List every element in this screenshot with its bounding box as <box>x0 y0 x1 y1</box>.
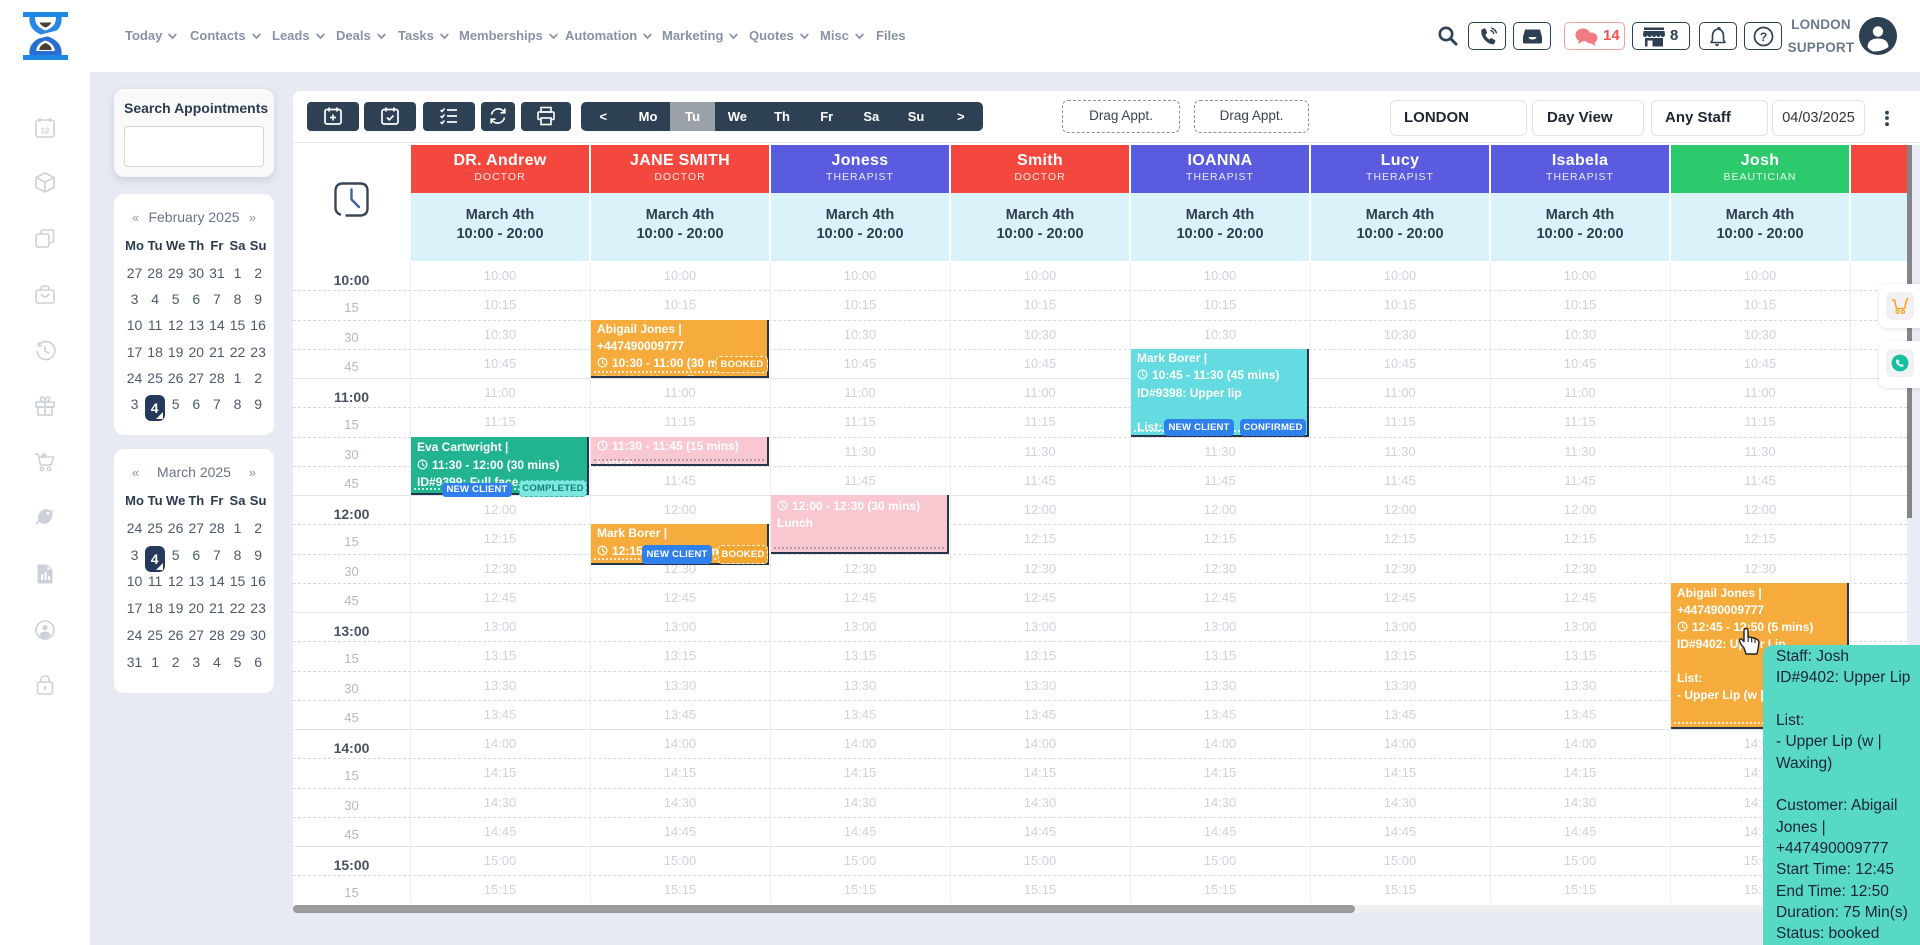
svg-text:12: 12 <box>41 127 50 136</box>
svg-text:?: ? <box>1760 30 1767 44</box>
